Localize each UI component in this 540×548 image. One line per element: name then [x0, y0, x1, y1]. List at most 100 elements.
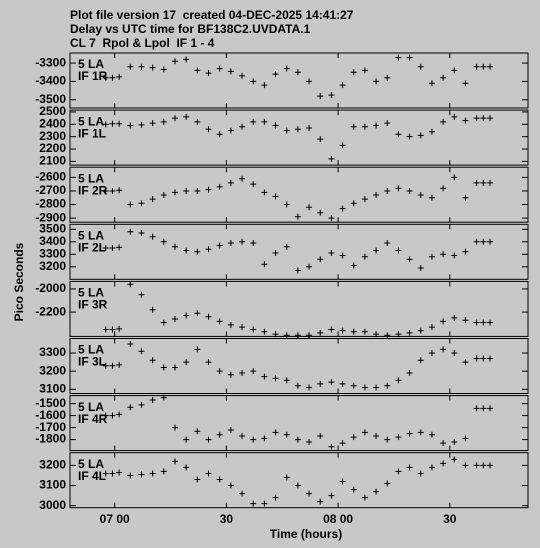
data-point: [194, 346, 201, 353]
data-point: [306, 438, 313, 445]
data-point: [361, 253, 368, 260]
data-point: [487, 115, 494, 122]
y-tick-label: 3000: [39, 498, 66, 512]
data-point: [428, 324, 435, 331]
data-point: [317, 93, 324, 100]
data-point: [462, 435, 469, 442]
data-point: [417, 327, 424, 334]
data-point: [172, 243, 179, 250]
x-tick-label: 30: [220, 512, 234, 526]
data-point: [361, 67, 368, 74]
data-point: [127, 340, 134, 347]
data-point: [428, 464, 435, 471]
data-point: [227, 240, 234, 247]
data-point: [127, 122, 134, 129]
data-point: [294, 69, 301, 76]
y-tick-label: 3200: [39, 259, 66, 273]
data-point: [109, 326, 116, 333]
data-point: [138, 63, 145, 70]
data-point: [250, 118, 257, 125]
data-point: [272, 71, 279, 78]
data-point: [480, 355, 487, 362]
data-point: [480, 405, 487, 412]
panel-frame: [69, 338, 529, 394]
panel-label: IF 2L: [78, 240, 106, 254]
data-point: [373, 384, 380, 391]
data-point: [227, 68, 234, 75]
data-point: [428, 128, 435, 135]
data-point: [138, 230, 145, 237]
data-point: [261, 435, 268, 442]
data-point: [395, 185, 402, 192]
data-point: [384, 480, 391, 487]
x-tick-label: 07 00: [100, 512, 130, 526]
y-tick-label: 3100: [39, 478, 66, 492]
data-point: [261, 328, 268, 335]
data-point: [487, 238, 494, 245]
data-point: [127, 228, 134, 235]
data-point: [440, 251, 447, 258]
data-point: [116, 469, 123, 476]
data-point: [306, 490, 313, 497]
data-point: [306, 125, 313, 132]
data-point: [428, 350, 435, 357]
data-point: [138, 121, 145, 128]
y-tick-label: 2400: [39, 116, 66, 130]
data-point: [361, 328, 368, 335]
y-tick-label: -2200: [35, 304, 66, 318]
data-point: [149, 357, 156, 364]
data-point: [205, 436, 212, 443]
data-point: [395, 468, 402, 475]
data-point: [272, 494, 279, 501]
data-point: [480, 319, 487, 326]
data-point: [272, 331, 279, 338]
data-point: [183, 464, 190, 471]
data-point: [417, 63, 424, 70]
data-point: [172, 115, 179, 122]
panel-frame: [69, 280, 529, 337]
data-point: [116, 325, 123, 332]
y-tick-label: -1700: [35, 420, 66, 434]
data-point: [487, 319, 494, 326]
data-point: [102, 362, 109, 369]
data-point: [462, 317, 469, 324]
data-point: [127, 404, 134, 411]
data-point: [373, 192, 380, 199]
y-tick-label: -3300: [35, 55, 66, 69]
data-point: [183, 312, 190, 319]
data-point: [417, 265, 424, 272]
data-point: [350, 123, 357, 130]
data-point: [339, 380, 346, 387]
data-point: [239, 175, 246, 182]
panel-label: 5 LA: [78, 286, 104, 300]
data-point: [339, 478, 346, 485]
data-point: [306, 384, 313, 391]
data-point: [328, 92, 335, 99]
data-point: [480, 115, 487, 122]
data-point: [384, 120, 391, 127]
data-point: [306, 204, 313, 211]
data-point: [261, 373, 268, 380]
data-point: [406, 187, 413, 194]
data-point: [172, 316, 179, 323]
data-point: [239, 490, 246, 497]
data-point: [480, 238, 487, 245]
data-point: [480, 63, 487, 70]
data-point: [406, 256, 413, 263]
data-point: [183, 187, 190, 194]
data-point: [272, 122, 279, 129]
header-line: CL 7 Rpol & Lpol IF 1 - 4: [70, 36, 215, 50]
data-point: [428, 194, 435, 201]
data-point: [451, 350, 458, 357]
data-point: [149, 64, 156, 71]
data-point: [102, 121, 109, 128]
data-point: [227, 371, 234, 378]
data-point: [205, 186, 212, 193]
data-point: [306, 263, 313, 270]
y-tick-label: 3400: [39, 234, 66, 248]
data-point: [480, 462, 487, 469]
data-point: [428, 80, 435, 87]
data-point: [261, 118, 268, 125]
panel-label: IF 2R: [78, 183, 108, 197]
